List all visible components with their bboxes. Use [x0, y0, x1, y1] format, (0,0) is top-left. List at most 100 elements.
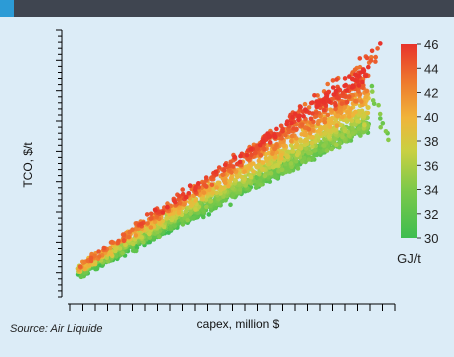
data-point — [376, 102, 381, 108]
data-point — [77, 264, 83, 269]
data-point — [373, 54, 379, 60]
data-point — [321, 107, 327, 113]
data-point — [268, 171, 274, 176]
data-point — [196, 181, 201, 186]
data-point — [325, 112, 331, 118]
data-point — [314, 110, 319, 115]
data-point — [242, 169, 247, 174]
data-point — [286, 129, 292, 135]
data-point — [303, 146, 309, 151]
data-point — [380, 121, 386, 126]
data-point — [193, 198, 198, 203]
data-point — [282, 162, 288, 167]
data-point — [188, 211, 193, 216]
data-point — [365, 110, 371, 116]
data-point — [350, 76, 355, 82]
data-point — [249, 152, 254, 158]
data-point — [133, 233, 139, 238]
data-point — [345, 109, 350, 115]
data-point — [242, 177, 247, 182]
data-point — [260, 139, 266, 145]
data-point — [301, 155, 307, 161]
data-point — [172, 199, 178, 205]
data-point — [333, 89, 339, 94]
x-axis-title: capex, million $ — [197, 317, 280, 331]
data-point — [361, 69, 366, 74]
data-point — [357, 64, 363, 70]
header-accent — [0, 0, 14, 17]
data-point — [310, 128, 316, 133]
data-point — [289, 120, 294, 126]
data-point — [237, 159, 243, 165]
data-point — [251, 169, 256, 174]
data-point — [228, 175, 234, 181]
data-point — [166, 230, 171, 235]
data-point — [231, 164, 236, 169]
data-point — [153, 207, 158, 213]
data-point — [317, 127, 322, 133]
data-point — [254, 183, 260, 189]
data-point — [177, 193, 182, 199]
data-point — [289, 164, 294, 170]
data-point — [364, 55, 370, 61]
data-point — [302, 125, 308, 130]
data-point — [200, 197, 206, 202]
data-point — [92, 253, 97, 259]
data-point — [331, 92, 337, 97]
data-point — [139, 235, 144, 240]
data-point — [386, 137, 391, 143]
data-point — [210, 190, 215, 196]
data-point — [324, 148, 330, 153]
data-point — [274, 142, 279, 148]
data-point — [123, 242, 128, 248]
data-point — [340, 134, 345, 140]
data-point — [339, 114, 345, 120]
data-point — [310, 144, 315, 149]
data-point — [262, 173, 268, 179]
data-point — [330, 85, 336, 90]
data-point — [265, 131, 270, 136]
data-point — [334, 142, 339, 148]
data-point — [312, 152, 317, 158]
data-point — [156, 209, 162, 214]
data-point — [222, 162, 228, 168]
data-point — [216, 196, 221, 202]
data-point — [350, 83, 356, 88]
data-point — [296, 117, 301, 123]
data-point — [348, 106, 354, 111]
data-point — [183, 209, 189, 214]
data-point — [337, 140, 343, 146]
data-point — [353, 72, 358, 77]
data-point — [227, 163, 233, 168]
data-point — [206, 187, 212, 193]
data-point — [361, 113, 367, 119]
data-point — [308, 116, 314, 122]
data-point — [263, 155, 269, 161]
colorbar-unit-label: GJ/t — [397, 251, 421, 266]
source-note: Source: Air Liquide — [10, 323, 103, 335]
data-point — [346, 114, 352, 119]
data-point — [180, 187, 185, 192]
data-point — [329, 108, 335, 113]
data-point — [350, 131, 356, 136]
data-point — [279, 167, 285, 173]
data-point — [228, 159, 234, 165]
data-point — [326, 89, 332, 95]
data-point — [363, 94, 369, 100]
data-point — [358, 133, 363, 138]
data-point — [364, 88, 369, 94]
data-point — [139, 221, 144, 227]
data-point — [369, 83, 375, 89]
data-point — [356, 126, 362, 131]
data-point — [252, 150, 258, 156]
data-point — [214, 185, 219, 190]
data-point — [359, 99, 364, 104]
data-point — [145, 221, 150, 226]
data-point — [148, 211, 154, 217]
data-point — [237, 187, 243, 192]
data-point — [378, 124, 384, 130]
colorbar-tick-label: 30 — [424, 231, 438, 246]
data-point — [109, 251, 114, 256]
data-point — [216, 180, 222, 186]
data-point — [298, 137, 303, 142]
